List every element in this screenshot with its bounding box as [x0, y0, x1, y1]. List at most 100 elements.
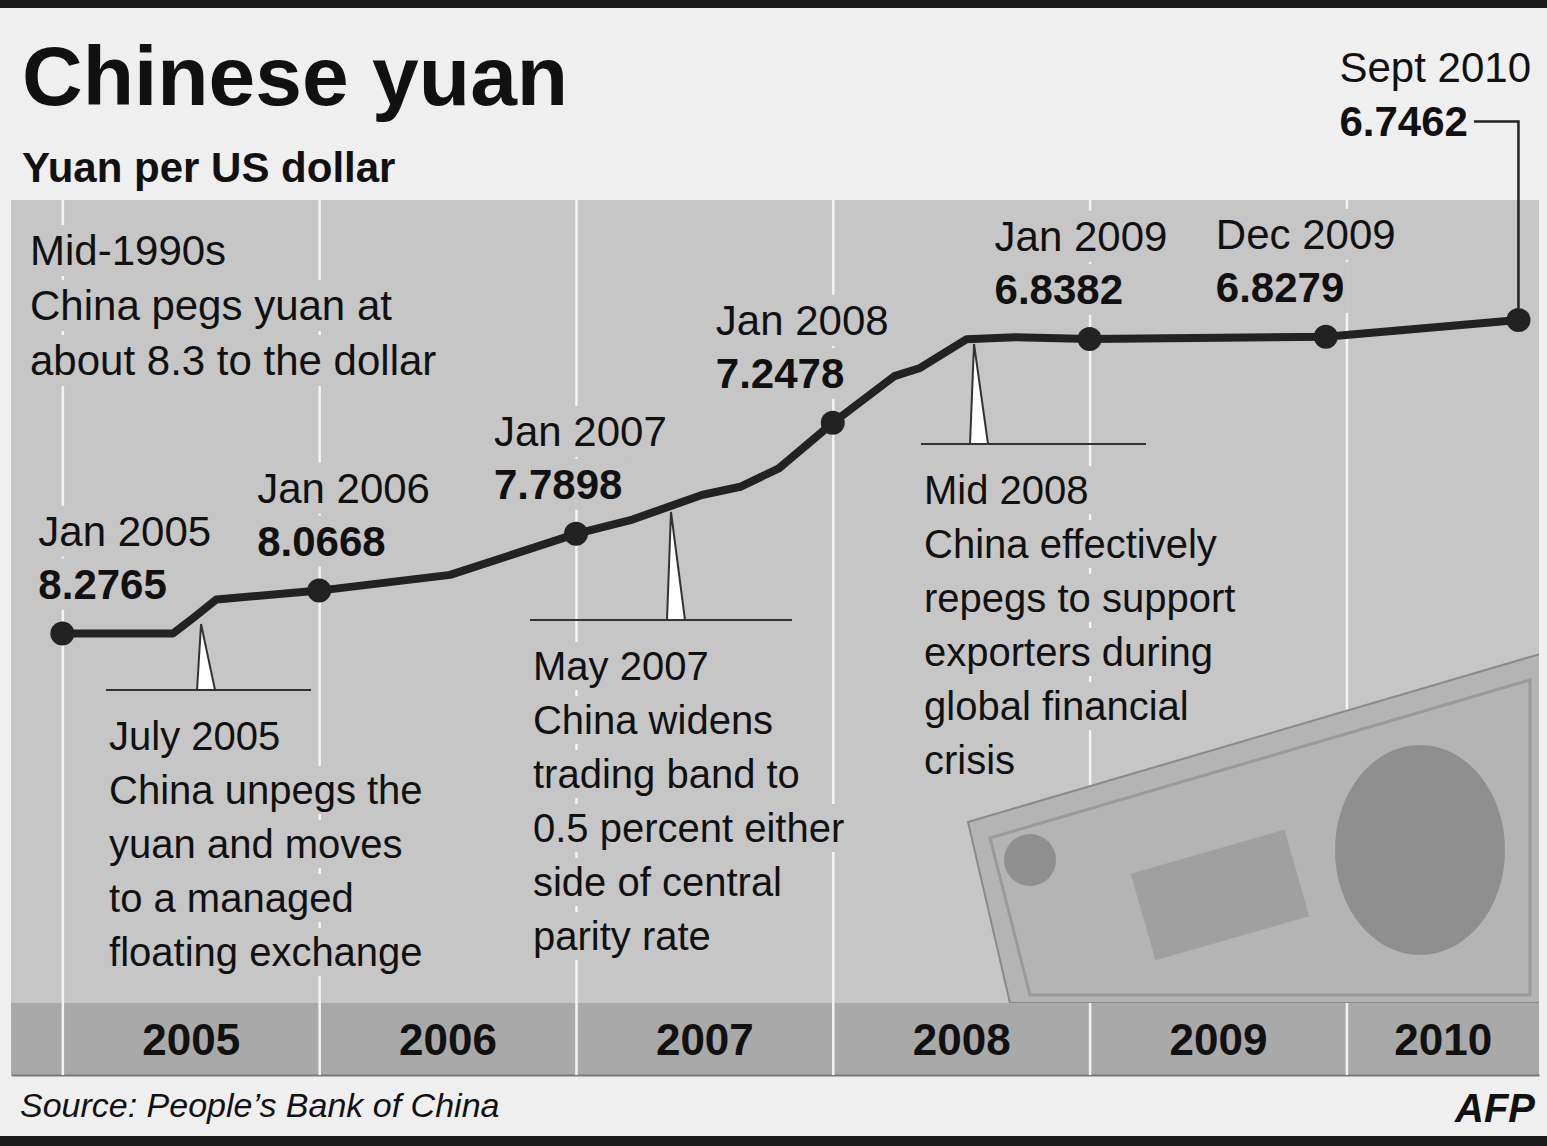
label-layer: Chinese yuanYuan per US dollarJan 20058.… — [20, 29, 1535, 1130]
text-backdrop — [105, 712, 284, 760]
point-date-label: Dec 2009 — [1216, 211, 1396, 258]
text-backdrop — [920, 466, 1093, 514]
point-date-label: Jan 2009 — [995, 213, 1168, 260]
banknote-portrait — [1335, 745, 1505, 955]
x-tick-label: 2006 — [399, 1015, 497, 1064]
annotation-rule — [530, 619, 792, 621]
annotation-pointer — [667, 512, 685, 620]
text-backdrop — [253, 463, 434, 514]
x-tick-label: 2010 — [1394, 1015, 1492, 1064]
annotation-text: trading band to — [533, 752, 800, 796]
text-backdrop — [991, 264, 1127, 315]
annotation-text: exporters during — [924, 630, 1213, 674]
x-tick-label: 2005 — [142, 1015, 240, 1064]
text-backdrop — [920, 520, 1221, 568]
credit: AFP — [1454, 1086, 1535, 1130]
text-backdrop — [920, 628, 1217, 676]
point-date-label: Jan 2006 — [257, 465, 430, 512]
text-backdrop — [529, 750, 804, 798]
text-backdrop — [712, 295, 893, 346]
header-background — [0, 0, 1547, 200]
annotation-text: parity rate — [533, 914, 711, 958]
chart-svg: 2005 2006 2007 2008 2009 2010Chinese yuanYuan… — [0, 0, 1547, 1146]
annotation-text: to a managed — [109, 876, 354, 920]
annotation-text: 0.5 percent either — [533, 806, 844, 850]
point-marker — [1314, 325, 1338, 349]
point-marker — [50, 622, 74, 646]
point-date-label: Jan 2007 — [494, 408, 667, 455]
annotation: May 2007 China widens trading band to 0.5 p… — [530, 512, 844, 958]
annotation: Mid-1990sChina pegs yuan atabout 8.3 to … — [30, 227, 436, 384]
annotation: Mid 2008 China effectively repegs to suppo… — [921, 344, 1235, 782]
point-marker — [1078, 327, 1102, 351]
text-backdrop — [1212, 209, 1400, 260]
annotation-text: global financial — [924, 684, 1189, 728]
text-backdrop — [712, 348, 848, 399]
annotation-text: China widens — [533, 698, 773, 742]
annotation-text: crisis — [924, 738, 1015, 782]
text-backdrop — [529, 858, 786, 906]
annotation-rule — [921, 443, 1146, 445]
top-rule — [0, 0, 1547, 8]
side-background — [0, 200, 1547, 1075]
title: Chinese yuan — [22, 29, 568, 123]
text-backdrop — [34, 506, 215, 557]
annotation-date: Mid 2008 — [924, 468, 1089, 512]
annotation-date: Mid-1990s — [30, 227, 226, 274]
annotation-text: yuan and moves — [109, 822, 403, 866]
x-tick-label: 2008 — [913, 1015, 1011, 1064]
data-label: 6.7462 — [1339, 98, 1467, 145]
point-date-label: Sept 2010 — [1339, 44, 1531, 91]
text-backdrop — [26, 280, 396, 331]
text-backdrop — [105, 820, 407, 868]
x-tick-label: 2007 — [656, 1015, 754, 1064]
annotation-text: China pegs yuan at — [30, 282, 392, 329]
chart-container: 2005 2006 2007 2008 2009 2010Chinese yuanYuan… — [0, 0, 1547, 1146]
data-label: 6.8382 — [995, 266, 1123, 313]
text-backdrop — [920, 574, 1239, 622]
point-marker — [564, 522, 588, 546]
source-note: Source: People’s Bank of China — [20, 1086, 499, 1124]
point-marker — [1506, 308, 1530, 332]
text-backdrop — [529, 912, 715, 960]
banknote-emblem — [1004, 834, 1056, 886]
text-backdrop — [26, 335, 440, 386]
annotation-pointer — [197, 624, 215, 690]
point-label: Dec 2009 6.8279 — [1216, 211, 1396, 311]
point-label: Sept 2010 6.7462 — [1339, 44, 1531, 308]
bottom-rule — [0, 1136, 1547, 1146]
text-backdrop — [105, 928, 427, 976]
annotation-text: side of central — [533, 860, 782, 904]
text-backdrop — [529, 642, 713, 690]
annotation-text: China effectively — [924, 522, 1217, 566]
annotation-pointer — [970, 344, 988, 444]
point-label: Jan 20058.2765 — [38, 508, 211, 608]
annotation-date: May 2007 — [533, 644, 709, 688]
text-backdrop — [920, 682, 1193, 730]
text-backdrops — [26, 209, 1400, 976]
text-backdrop — [34, 559, 170, 610]
point-label: Jan 2009 6.8382 — [995, 213, 1168, 313]
text-backdrop — [490, 406, 671, 457]
text-backdrop — [490, 459, 626, 510]
text-backdrop — [105, 766, 427, 814]
point-label: Jan 20068.0668 — [257, 465, 430, 565]
year-band — [11, 1003, 1539, 1075]
point-date-label: Jan 2005 — [38, 508, 211, 555]
annotation-text: China unpegs the — [109, 768, 423, 812]
text-backdrop — [26, 225, 230, 276]
point-marker — [821, 411, 845, 435]
point-date-label: Jan 2008 — [716, 297, 889, 344]
banknote-panel — [1131, 830, 1310, 961]
data-label: 7.2478 — [716, 350, 844, 397]
annotation-date: July 2005 — [109, 714, 280, 758]
data-label: 6.8279 — [1216, 264, 1344, 311]
annotation-text: repegs to support — [924, 576, 1235, 620]
callout-connector — [1474, 122, 1519, 309]
point-label: Jan 2008 7.2478 — [716, 297, 889, 397]
x-tick-label: 2009 — [1170, 1015, 1268, 1064]
annotation: July 2005 China unpegs the yuan and moves t… — [106, 624, 423, 974]
text-backdrop — [253, 516, 389, 567]
annotation-text: floating exchange — [109, 930, 423, 974]
text-backdrop — [991, 211, 1172, 262]
